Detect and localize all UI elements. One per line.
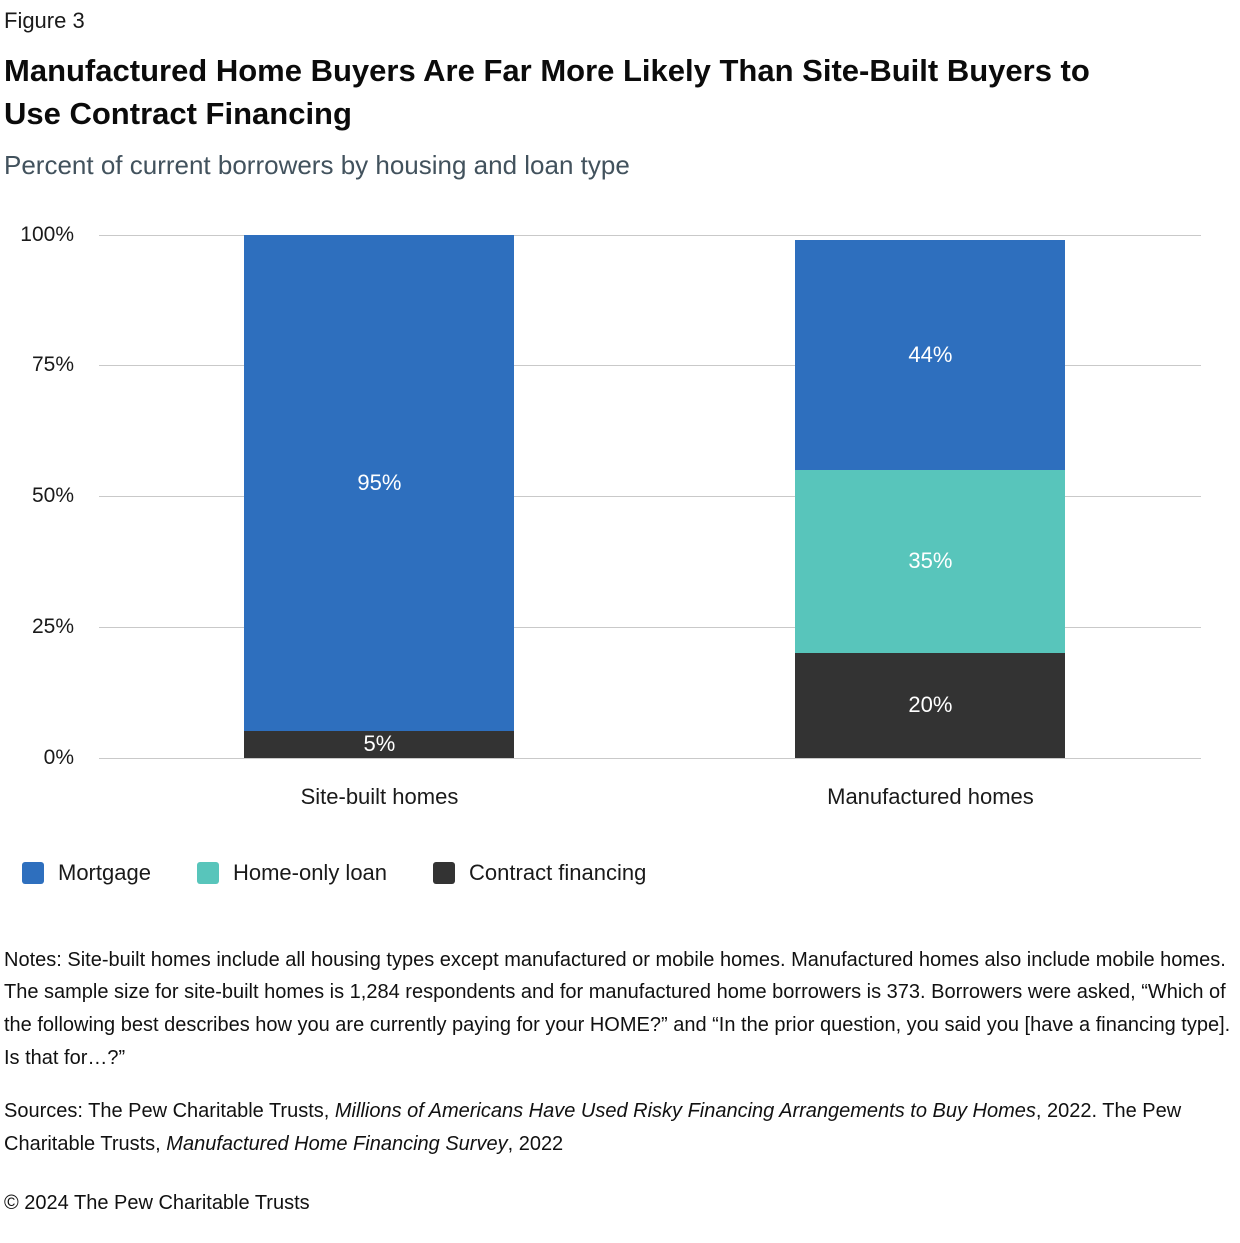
legend-label-contract-financing: Contract financing bbox=[469, 859, 647, 885]
gridline-75 bbox=[99, 365, 1201, 367]
source-text-part: Millions of Americans Have Used Risky Fi… bbox=[334, 1099, 1036, 1122]
legend-label-mortgage: Mortgage bbox=[58, 859, 151, 885]
figure-label: Figure 3 bbox=[4, 8, 85, 33]
legend-swatch-contract-financing bbox=[433, 861, 456, 884]
source-text-part: Sources: The Pew Charitable Trusts, bbox=[4, 1099, 335, 1122]
segment-site-built-homes-mortgage: 95% bbox=[244, 234, 515, 732]
source-text-part: , 2022. The Pew Charitable Trusts, bbox=[4, 1099, 1182, 1155]
legend-swatch-mortgage bbox=[22, 861, 44, 884]
x-axis-label-manufactured-homes: Manufactured homes bbox=[827, 783, 1034, 809]
legend-item-mortgage: Mortgage bbox=[22, 860, 151, 886]
x-axis-label-site-built-homes: Site-built homes bbox=[300, 783, 459, 809]
sources: Sources: The Pew Charitable Trusts, Mill… bbox=[4, 1095, 1234, 1161]
legend-label-home-only-loan: Home-only loan bbox=[232, 859, 388, 885]
gridline-25 bbox=[99, 626, 1201, 628]
bar-value-label: 5% bbox=[363, 731, 396, 757]
plot-wrap: 5% 95% 20% 35% 44% Site-built homes Manufactu… bbox=[99, 234, 1201, 826]
copyright: © 2024 The Pew Charitable Trusts bbox=[4, 1192, 310, 1215]
bar-value-label: 35% bbox=[908, 548, 953, 574]
source-text-part: Manufactured Home Financing Survey bbox=[166, 1132, 508, 1155]
segment-site-built-homes-contract-financing: 5% bbox=[244, 731, 515, 758]
y-tick-label-75: 75% bbox=[31, 353, 74, 377]
gridline-50 bbox=[99, 496, 1201, 498]
y-tick-label-50: 50% bbox=[31, 484, 74, 508]
gridline-0 bbox=[99, 757, 1201, 759]
segment-manufactured-homes-mortgage: 44% bbox=[795, 239, 1066, 470]
notes: Notes: Site-built homes include all hous… bbox=[4, 948, 1231, 1069]
plot-area: 5% 95% 20% 35% 44% bbox=[99, 234, 1201, 759]
chart-subtitle: Percent of current borrowers by housing … bbox=[4, 149, 630, 180]
stacked-bar-chart: 0% 25% 50% 75% 100% 5% 95% 20% 35% 44% Site-buil… bbox=[4, 223, 1234, 826]
y-tick-label-0: 0% bbox=[43, 745, 74, 769]
bar-value-label: 95% bbox=[357, 469, 402, 495]
segment-manufactured-homes-home-only-loan: 35% bbox=[795, 469, 1066, 653]
gridline-100 bbox=[99, 234, 1201, 236]
bar-value-label: 44% bbox=[908, 341, 953, 367]
legend: Mortgage Home-only loan Contract financing bbox=[22, 860, 1234, 886]
chart-title: Manufactured Home Buyers Are Far More Li… bbox=[4, 53, 1090, 131]
segment-manufactured-homes-contract-financing: 20% bbox=[795, 652, 1066, 758]
legend-item-contract-financing: Contract financing bbox=[433, 860, 646, 886]
y-tick-label-100: 100% bbox=[20, 222, 74, 246]
source-text-part: , 2022 bbox=[507, 1132, 564, 1155]
legend-item-home-only-loan: Home-only loan bbox=[196, 859, 388, 886]
y-axis: 0% 25% 50% 75% 100% bbox=[4, 223, 74, 769]
x-axis-labels: Site-built homes Manufactured homes bbox=[99, 784, 1201, 826]
y-tick-label-25: 25% bbox=[31, 614, 74, 638]
bar-manufactured-homes: 20% 35% 44% bbox=[795, 235, 1066, 758]
bar-value-label: 20% bbox=[908, 692, 953, 718]
bar-site-built-homes: 5% 95% bbox=[244, 234, 515, 758]
legend-swatch-home-only-loan bbox=[196, 861, 219, 884]
